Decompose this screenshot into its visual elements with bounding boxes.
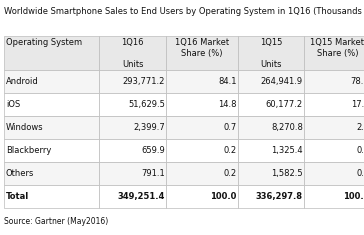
Text: 8,270.8: 8,270.8 [271, 123, 303, 132]
Text: 51,629.5: 51,629.5 [128, 100, 165, 109]
Text: 1Q15 Market: 1Q15 Market [310, 38, 364, 47]
Text: 264,941.9: 264,941.9 [261, 77, 303, 86]
Text: 293,771.2: 293,771.2 [122, 77, 165, 86]
Text: 791.1: 791.1 [141, 169, 165, 178]
Text: 349,251.4: 349,251.4 [118, 192, 165, 201]
Text: 1Q15: 1Q15 [260, 38, 282, 47]
Text: 2,399.7: 2,399.7 [133, 123, 165, 132]
Text: Share (%): Share (%) [181, 49, 222, 58]
Text: 60,177.2: 60,177.2 [266, 100, 303, 109]
Text: 78.8: 78.8 [351, 77, 364, 86]
Text: 84.1: 84.1 [218, 77, 237, 86]
Text: Blackberry: Blackberry [6, 146, 51, 155]
Text: Android: Android [6, 77, 39, 86]
Text: 1Q16 Market: 1Q16 Market [175, 38, 229, 47]
Text: Units: Units [260, 60, 282, 69]
Text: 2.5: 2.5 [356, 123, 364, 132]
Text: 0.2: 0.2 [223, 169, 237, 178]
Text: 100.0: 100.0 [343, 192, 364, 201]
Text: 0.7: 0.7 [223, 123, 237, 132]
Text: Source: Gartner (May2016): Source: Gartner (May2016) [4, 217, 108, 226]
Text: 659.9: 659.9 [141, 146, 165, 155]
Text: 0.5: 0.5 [356, 169, 364, 178]
Text: Total: Total [6, 192, 29, 201]
Text: 1Q16: 1Q16 [122, 38, 144, 47]
Text: Others: Others [6, 169, 34, 178]
Text: 100.0: 100.0 [210, 192, 237, 201]
Text: Operating System: Operating System [6, 38, 82, 47]
Text: Windows: Windows [6, 123, 43, 132]
Text: iOS: iOS [6, 100, 20, 109]
Text: 336,297.8: 336,297.8 [256, 192, 303, 201]
Text: 1,325.4: 1,325.4 [271, 146, 303, 155]
Text: Share (%): Share (%) [317, 49, 358, 58]
Text: 0.2: 0.2 [223, 146, 237, 155]
Text: 0.4: 0.4 [356, 146, 364, 155]
Text: 17.9: 17.9 [351, 100, 364, 109]
Text: Units: Units [122, 60, 143, 69]
Text: 14.8: 14.8 [218, 100, 237, 109]
Text: 1,582.5: 1,582.5 [271, 169, 303, 178]
Text: Worldwide Smartphone Sales to End Users by Operating System in 1Q16 (Thousands o: Worldwide Smartphone Sales to End Users … [4, 7, 364, 16]
